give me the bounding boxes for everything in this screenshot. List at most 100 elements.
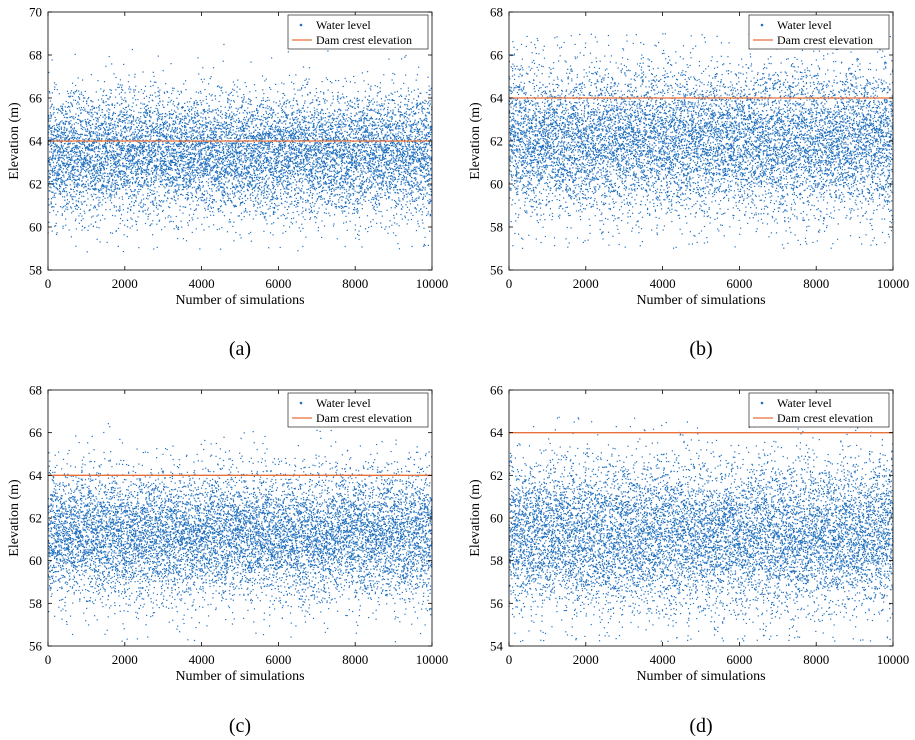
- water-level-point: [82, 129, 83, 130]
- water-level-point: [50, 142, 51, 143]
- water-level-point: [70, 120, 71, 121]
- water-level-point: [98, 147, 99, 148]
- water-level-point: [105, 132, 106, 133]
- water-level-point: [75, 130, 76, 131]
- water-level-point: [75, 246, 76, 247]
- water-level-point: [107, 155, 108, 156]
- water-level-point: [86, 181, 87, 182]
- water-level-point: [65, 124, 66, 125]
- water-level-point: [115, 174, 116, 175]
- water-level-point: [101, 134, 102, 135]
- water-level-point: [89, 156, 90, 157]
- water-level-point: [56, 123, 57, 124]
- water-level-point: [114, 167, 115, 168]
- water-level-point: [108, 98, 109, 99]
- water-level-point: [50, 201, 51, 202]
- water-level-point: [69, 117, 70, 118]
- water-level-point: [115, 162, 116, 163]
- water-level-point: [111, 157, 112, 158]
- water-level-point: [85, 157, 86, 158]
- water-level-point: [92, 148, 93, 149]
- water-level-point: [95, 173, 96, 174]
- water-level-point: [81, 186, 82, 187]
- water-level-point: [103, 196, 104, 197]
- water-level-point: [71, 158, 72, 159]
- water-level-point: [99, 135, 100, 136]
- water-level-point: [62, 110, 63, 111]
- water-level-point: [82, 79, 83, 80]
- water-level-point: [105, 162, 106, 163]
- water-level-point: [96, 147, 97, 148]
- water-level-point: [108, 159, 109, 160]
- water-level-point: [88, 188, 89, 189]
- water-level-point: [95, 128, 96, 129]
- water-level-point: [87, 129, 88, 130]
- water-level-point: [95, 117, 96, 118]
- water-level-point: [50, 177, 51, 178]
- water-level-point: [97, 119, 98, 120]
- water-level-point: [71, 135, 72, 136]
- water-level-point: [76, 103, 77, 104]
- water-level-point: [74, 172, 75, 173]
- water-level-point: [86, 205, 87, 206]
- water-level-point: [51, 158, 52, 159]
- water-level-point: [96, 175, 97, 176]
- water-level-point: [60, 135, 61, 136]
- water-level-point: [100, 180, 101, 181]
- water-level-point: [95, 154, 96, 155]
- water-level-point: [52, 59, 53, 60]
- water-level-point: [66, 171, 67, 172]
- water-level-point: [58, 109, 59, 110]
- water-level-point: [82, 148, 83, 149]
- water-level-point: [86, 122, 87, 123]
- water-level-point: [55, 138, 56, 139]
- water-level-point: [84, 227, 85, 228]
- water-level-point: [94, 179, 95, 180]
- water-level-point: [60, 138, 61, 139]
- water-level-point: [115, 185, 116, 186]
- water-level-point: [89, 209, 90, 210]
- water-level-point: [72, 83, 73, 84]
- water-level-point: [114, 207, 115, 208]
- water-level-point: [78, 142, 79, 143]
- water-level-point: [61, 157, 62, 158]
- water-level-point: [54, 89, 55, 90]
- water-level-point: [85, 91, 86, 92]
- water-level-point: [55, 149, 56, 150]
- water-level-point: [107, 182, 108, 183]
- water-level-point: [73, 155, 74, 156]
- water-level-point: [98, 151, 99, 152]
- water-level-point: [115, 167, 116, 168]
- water-level-point: [94, 171, 95, 172]
- water-level-point: [106, 191, 107, 192]
- water-level-point: [97, 197, 98, 198]
- water-level-point: [69, 229, 70, 230]
- water-level-point: [55, 84, 56, 85]
- water-level-point: [71, 116, 72, 117]
- water-level-point: [106, 138, 107, 139]
- water-level-point: [65, 209, 66, 210]
- water-level-point: [83, 144, 84, 145]
- water-level-point: [62, 181, 63, 182]
- water-level-point: [70, 195, 71, 196]
- water-level-point: [103, 167, 104, 168]
- water-level-point: [81, 150, 82, 151]
- water-level-point: [102, 178, 103, 179]
- water-level-point: [94, 108, 95, 109]
- water-level-point: [67, 193, 68, 194]
- water-level-point: [115, 77, 116, 78]
- water-level-point: [68, 172, 69, 173]
- water-level-point: [117, 103, 118, 104]
- water-level-point: [93, 168, 94, 169]
- water-level-point: [50, 174, 51, 175]
- water-level-point: [62, 148, 63, 149]
- water-level-point: [113, 205, 114, 206]
- water-level-point: [64, 163, 65, 164]
- water-level-point: [91, 182, 92, 183]
- water-level-point: [92, 175, 93, 176]
- water-level-point: [81, 167, 82, 168]
- water-level-point: [74, 162, 75, 163]
- water-level-point: [82, 226, 83, 227]
- water-level-point: [89, 124, 90, 125]
- water-level-point: [49, 126, 50, 127]
